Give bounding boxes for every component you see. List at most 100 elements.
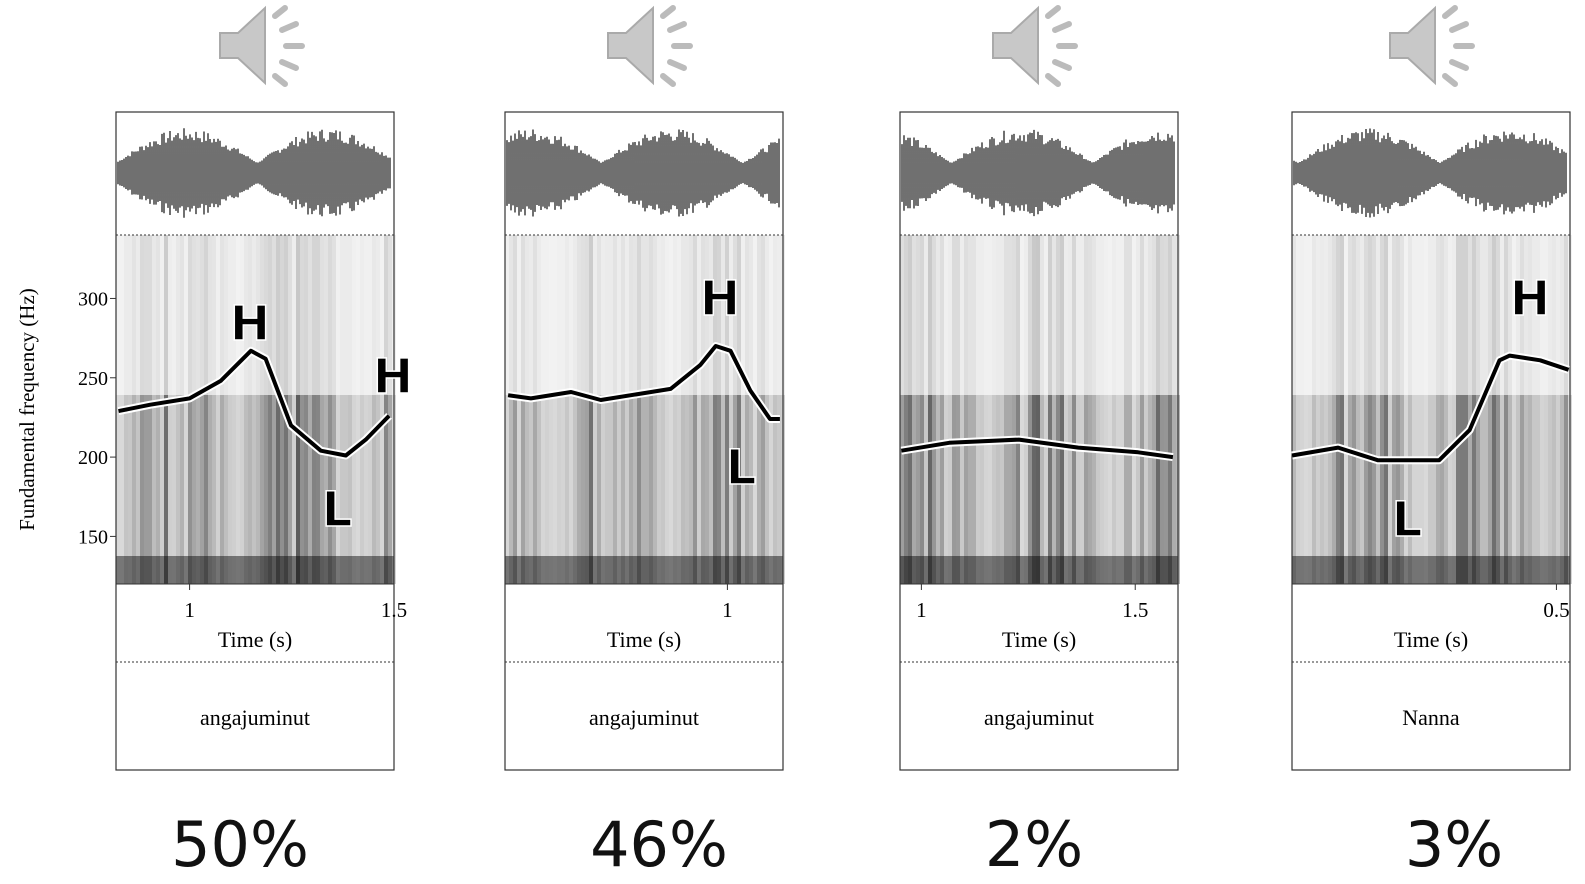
spectrogram-band: [144, 395, 148, 584]
spectrogram-band: [661, 395, 665, 584]
spectrogram-band: [597, 235, 601, 395]
spectrogram-band: [1156, 235, 1160, 395]
tone-label: H: [700, 271, 740, 327]
spectrogram-band: [1476, 235, 1480, 395]
spectrogram-band: [1012, 235, 1016, 395]
spectrogram-band: [1388, 395, 1392, 584]
spectrogram-band: [264, 395, 268, 584]
spectrogram-band: [513, 235, 517, 395]
spectrogram-band: [172, 235, 176, 395]
spectrogram-band: [252, 395, 256, 584]
spectrogram-band: [316, 395, 320, 584]
spectrogram-band: [1336, 395, 1340, 584]
waveform: [118, 128, 390, 217]
spectrogram-band: [1048, 235, 1052, 395]
spectrogram-band: [1344, 395, 1348, 584]
spectrogram-band: [653, 395, 657, 584]
spectrogram-band: [1480, 235, 1484, 395]
spectrogram-band: [1068, 395, 1072, 584]
spectrogram-band: [1112, 395, 1116, 584]
tone-label: H: [1510, 271, 1550, 327]
spectrogram-band: [1524, 395, 1528, 584]
spectrogram-band: [916, 235, 920, 395]
spectrogram-band: [765, 235, 769, 395]
spectrogram-band: [585, 235, 589, 395]
spectrogram-band: [681, 235, 685, 395]
waveform: [507, 129, 779, 216]
spectrogram-band: [280, 235, 284, 395]
spectrogram-band: [633, 395, 637, 584]
speaker-icon[interactable]: [220, 8, 302, 84]
spectrogram-band: [641, 395, 645, 584]
spectrogram-band: [1028, 235, 1032, 395]
spectrogram-band: [1460, 395, 1464, 584]
spectrogram-band: [589, 235, 593, 395]
spectrogram-band: [232, 395, 236, 584]
spectrogram-band: [200, 235, 204, 395]
spectrogram-band: [1552, 395, 1556, 584]
spectrogram-band: [685, 395, 689, 584]
spectrogram-band: [152, 235, 156, 395]
spectrogram-band: [1420, 395, 1424, 584]
spectrogram-band: [364, 235, 368, 395]
x-axis-label: Time (s): [1394, 627, 1468, 652]
spectrogram-band: [625, 235, 629, 395]
spectrogram-band: [228, 395, 232, 584]
spectrogram-band: [208, 235, 212, 395]
spectrogram-band: [176, 395, 180, 584]
spectrogram-band: [1056, 395, 1060, 584]
speaker-icon[interactable]: [608, 8, 690, 84]
spectrogram-band: [1412, 395, 1416, 584]
speaker-icon[interactable]: [1390, 8, 1472, 84]
spectrogram-band: [1004, 395, 1008, 584]
spectrogram-band: [1064, 235, 1068, 395]
spectrogram-band: [1512, 395, 1516, 584]
spectrogram-band: [569, 395, 573, 584]
spectrogram-band: [368, 395, 372, 584]
spectrogram-band: [1004, 235, 1008, 395]
spectrogram-band: [1148, 235, 1152, 395]
spectrogram-band: [960, 395, 964, 584]
spectrogram-band: [184, 235, 188, 395]
spectrogram-band: [1128, 395, 1132, 584]
spectrogram-band: [240, 395, 244, 584]
spectrogram-band: [1100, 395, 1104, 584]
spectrogram-band: [1116, 395, 1120, 584]
spectrogram-band: [268, 395, 272, 584]
spectrogram-band: [144, 235, 148, 395]
spectrogram-band: [1096, 395, 1100, 584]
spectrogram-band: [1556, 235, 1560, 395]
spectrogram-band: [677, 235, 681, 395]
spectrogram-band: [160, 235, 164, 395]
spectrogram-band: [1376, 395, 1380, 584]
spectrogram-band: [928, 235, 932, 395]
spectrogram-band: [1376, 235, 1380, 395]
spectrogram-band: [984, 235, 988, 395]
spectrogram-band: [1160, 235, 1164, 395]
spectrogram-band: [697, 395, 701, 584]
spectrogram-band: [1084, 395, 1088, 584]
spectrogram-band: [1096, 235, 1100, 395]
tone-label: H: [373, 349, 413, 405]
spectrogram-band: [972, 395, 976, 584]
spectrogram-band: [1048, 395, 1052, 584]
spectrogram-band: [777, 235, 781, 395]
spectrogram-band: [312, 395, 316, 584]
spectrogram-band: [908, 235, 912, 395]
waveform: [902, 130, 1174, 216]
spectrogram-band: [300, 235, 304, 395]
spectrogram-band: [1424, 235, 1428, 395]
spectrogram-band: [1380, 235, 1384, 395]
spectrogram-band: [956, 235, 960, 395]
spectrogram-band: [1316, 395, 1320, 584]
spectrogram-band: [1556, 395, 1560, 584]
spectrogram-band: [1080, 395, 1084, 584]
spectrogram-band: [621, 395, 625, 584]
speaker-icon[interactable]: [993, 8, 1075, 84]
spectrogram-band: [1172, 395, 1176, 584]
spectrogram-band: [188, 235, 192, 395]
spectrogram-band: [537, 235, 541, 395]
x-tick-label: 1.5: [381, 598, 407, 622]
spectrogram-band: [665, 395, 669, 584]
spectrogram-band: [1308, 395, 1312, 584]
